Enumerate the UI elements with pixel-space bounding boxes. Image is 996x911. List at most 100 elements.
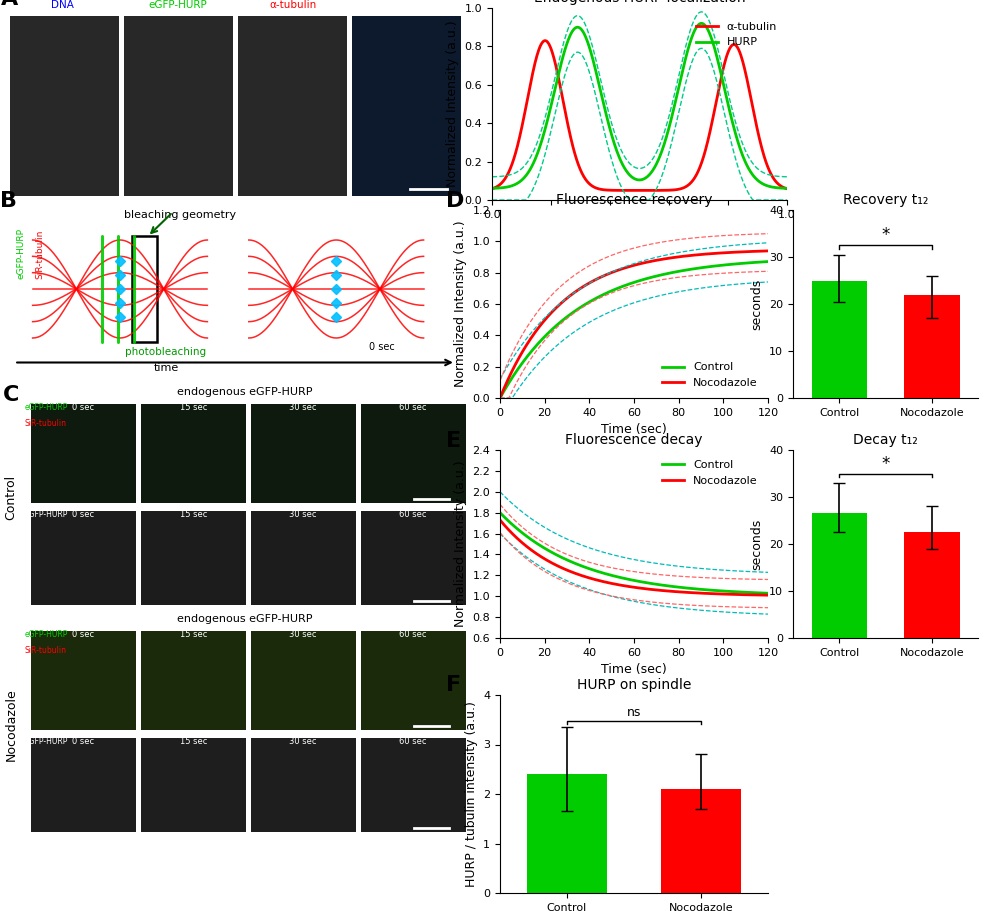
Text: time: time: [153, 363, 178, 373]
Y-axis label: Normalized Intensity (a.u.): Normalized Intensity (a.u.): [446, 21, 459, 188]
Text: ns: ns: [626, 706, 641, 720]
Control: [762, 256, 774, 267]
Control: [622, 279, 633, 290]
Text: Merge: Merge: [391, 0, 423, 10]
Text: 15 sec: 15 sec: [179, 630, 207, 640]
Nocodazole: [756, 246, 768, 257]
Text: 0 sec: 0 sec: [73, 630, 95, 640]
Control: [653, 579, 665, 590]
Text: endogenous eGFP-HURP: endogenous eGFP-HURP: [176, 387, 313, 397]
Text: endogenous eGFP-HURP: endogenous eGFP-HURP: [176, 614, 313, 624]
Control: [756, 257, 768, 268]
Y-axis label: seconds: seconds: [751, 518, 764, 569]
Text: 60 sec: 60 sec: [399, 630, 427, 640]
Text: eGFP-HURP: eGFP-HURP: [17, 229, 26, 280]
Control: [714, 586, 726, 597]
Text: 30 sec: 30 sec: [290, 630, 317, 640]
Bar: [904, 294, 959, 398]
Line: Control: Control: [500, 513, 768, 593]
Legend: α-tubulin, HURP: α-tubulin, HURP: [691, 17, 782, 52]
Legend: Control, Nocodazole: Control, Nocodazole: [657, 456, 763, 490]
Text: photobleaching: photobleaching: [125, 347, 206, 357]
Nocodazole: [756, 589, 768, 600]
Title: Decay t₁₂: Decay t₁₂: [854, 434, 918, 447]
Nocodazole: [762, 245, 774, 256]
Text: 30 sec: 30 sec: [290, 737, 317, 746]
Nocodazole: [714, 248, 726, 259]
Text: eGFP-HURP: eGFP-HURP: [148, 0, 207, 10]
Text: α-tubulin: α-tubulin: [269, 0, 316, 10]
Line: Nocodazole: Nocodazole: [500, 251, 768, 398]
Nocodazole: [622, 581, 633, 592]
Text: 15 sec: 15 sec: [179, 510, 207, 519]
Text: bleaching geometry: bleaching geometry: [124, 210, 236, 220]
Control: [639, 577, 651, 588]
Text: *: *: [881, 226, 889, 244]
Text: C: C: [3, 385, 19, 405]
Nocodazole: [714, 589, 726, 599]
Line: Control: Control: [500, 261, 768, 398]
Line: Nocodazole: Nocodazole: [500, 520, 768, 595]
Text: 0 sec: 0 sec: [73, 510, 95, 519]
Control: [639, 273, 651, 284]
Title: HURP on spindle: HURP on spindle: [577, 679, 691, 692]
Text: 60 sec: 60 sec: [399, 510, 427, 519]
Control: [494, 507, 506, 518]
Text: F: F: [446, 675, 461, 695]
Text: SiR-tubulin: SiR-tubulin: [35, 230, 44, 279]
Title: Fluorescence decay: Fluorescence decay: [566, 434, 703, 447]
Text: eGFP-HURP: eGFP-HURP: [24, 510, 68, 519]
Bar: [904, 532, 959, 638]
Legend: Control, Nocodazole: Control, Nocodazole: [657, 358, 763, 393]
Title: Endogenous HURP localization: Endogenous HURP localization: [534, 0, 745, 5]
Bar: [527, 774, 608, 893]
Control: [622, 279, 634, 290]
Nocodazole: [622, 261, 633, 272]
Title: Recovery t₁₂: Recovery t₁₂: [843, 193, 928, 208]
Control: [756, 588, 768, 599]
Nocodazole: [762, 589, 774, 600]
Text: A: A: [0, 0, 18, 9]
Nocodazole: [639, 583, 651, 594]
Text: 30 sec: 30 sec: [290, 404, 317, 412]
Control: [622, 574, 633, 585]
Bar: [660, 789, 741, 893]
Control: [762, 588, 774, 599]
Text: eGFP-HURP: eGFP-HURP: [24, 737, 68, 746]
Control: [622, 574, 634, 585]
Text: *: *: [881, 455, 889, 473]
Text: 15 sec: 15 sec: [179, 737, 207, 746]
Text: 60 sec: 60 sec: [399, 404, 427, 412]
Y-axis label: Normalized Intensity (a.u.): Normalized Intensity (a.u.): [454, 461, 467, 628]
Text: Control: Control: [5, 475, 18, 520]
Text: E: E: [446, 431, 461, 451]
X-axis label: Time (sec): Time (sec): [602, 424, 667, 436]
X-axis label: Time (sec): Time (sec): [602, 663, 667, 676]
Text: SiR-tubulin: SiR-tubulin: [24, 646, 66, 655]
Text: 0 sec: 0 sec: [73, 404, 95, 412]
Text: 0 sec: 0 sec: [370, 343, 395, 353]
Bar: [812, 514, 867, 638]
Nocodazole: [653, 585, 665, 596]
Nocodazole: [653, 254, 665, 265]
Control: [494, 393, 506, 404]
Text: SiR-tubulin: SiR-tubulin: [24, 419, 66, 428]
Control: [653, 270, 665, 281]
Text: DNA: DNA: [51, 0, 74, 10]
Nocodazole: [494, 393, 506, 404]
Text: 15 sec: 15 sec: [179, 404, 207, 412]
Y-axis label: Normalized Intensity (a.u.): Normalized Intensity (a.u.): [454, 220, 467, 387]
Nocodazole: [622, 261, 634, 272]
Text: D: D: [446, 191, 465, 211]
Y-axis label: HURP / tubulin intensity (a.u.): HURP / tubulin intensity (a.u.): [464, 701, 478, 887]
X-axis label: Spindle Axis (a.u.): Spindle Axis (a.u.): [583, 225, 696, 239]
Text: 30 sec: 30 sec: [290, 510, 317, 519]
Text: eGFP-HURP: eGFP-HURP: [24, 630, 68, 640]
Text: 0 sec: 0 sec: [73, 737, 95, 746]
Nocodazole: [494, 515, 506, 526]
Text: B: B: [0, 191, 17, 211]
Bar: [131, 237, 156, 342]
Y-axis label: seconds: seconds: [751, 279, 764, 330]
Nocodazole: [639, 257, 651, 268]
Nocodazole: [622, 581, 634, 592]
